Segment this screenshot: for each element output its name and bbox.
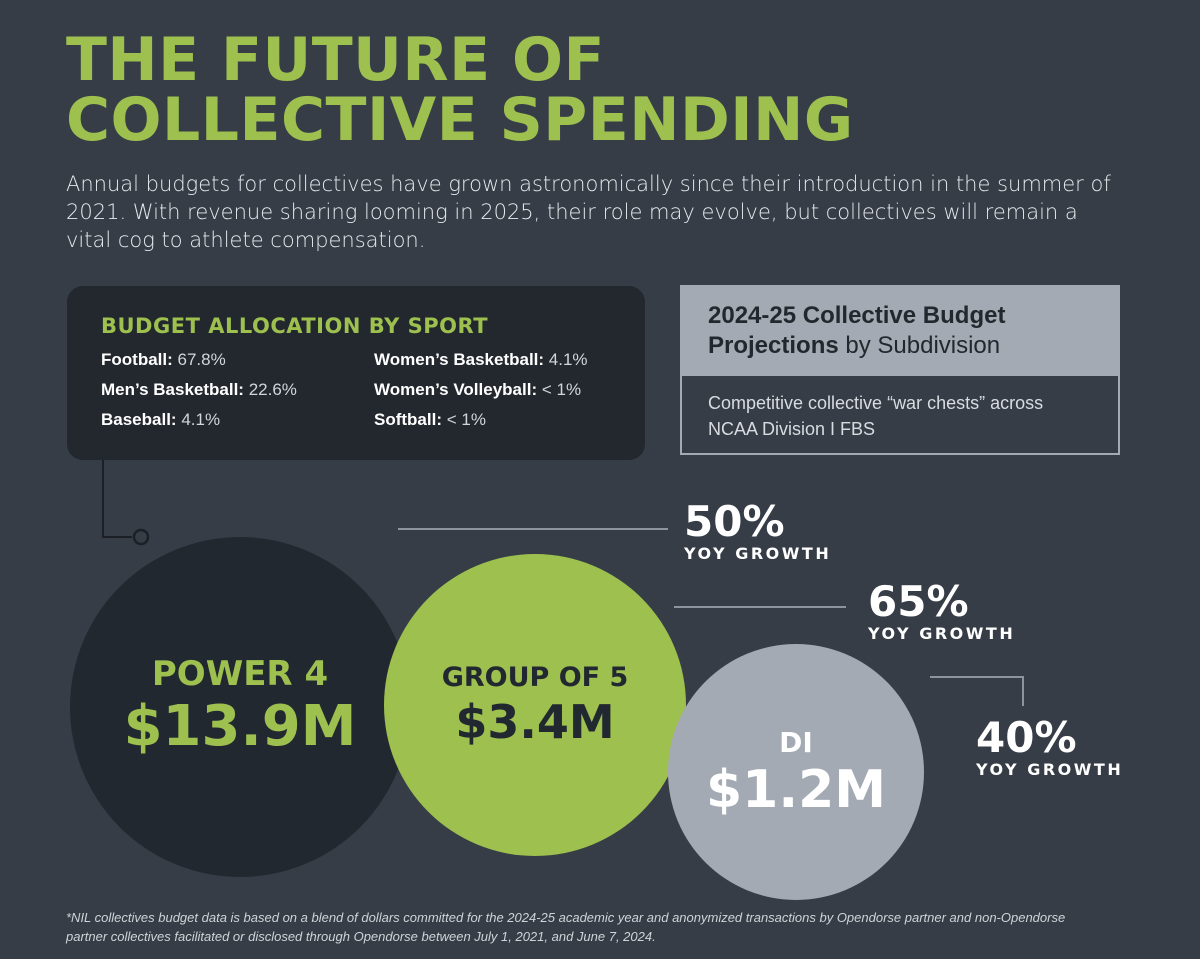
projections-title-line-1: 2024-25 Collective Budget (708, 302, 1006, 329)
allocation-value: 22.6% (248, 380, 297, 399)
allocation-item-baseball: Baseball: 4.1% (101, 408, 374, 432)
allocation-value: < 1% (541, 380, 582, 399)
budget-allocation-panel: BUDGET ALLOCATION BY SPORT Football: 67.… (67, 286, 645, 460)
allocation-item-softball: Softball: < 1% (374, 408, 641, 432)
group5-circle: GROUP OF 5 $3.4M (384, 554, 686, 856)
projections-panel: 2024-25 Collective Budget Projections by… (680, 285, 1120, 455)
projections-description-line-2: NCAA Division I FBS (708, 419, 876, 439)
projections-description: Competitive collective “war chests” acro… (682, 376, 1118, 442)
connector-dot (132, 528, 150, 546)
footnote-line-2: partner collectives facilitated or discl… (66, 929, 656, 944)
di-name: DI (779, 726, 813, 759)
di-growth-percent: 40% (976, 713, 1077, 762)
di-growth-label: YOY GROWTH (976, 760, 1124, 779)
allocation-value: < 1% (446, 410, 486, 429)
allocation-item-football: Football: 67.8% (101, 348, 374, 372)
allocation-value: 4.1% (181, 410, 221, 429)
power4-growth: 50% YOY GROWTH (684, 500, 831, 564)
di-amount: $1.2M (705, 760, 887, 820)
allocation-label: Women’s Basketball: (374, 350, 545, 369)
allocation-connector-line (102, 460, 132, 538)
allocation-value: 67.8% (177, 350, 226, 369)
intro-paragraph: Annual budgets for collectives have grow… (66, 172, 1111, 252)
page-title: THE FUTURE OF COLLECTIVE SPENDING (66, 30, 854, 150)
power4-amount: $13.9M (123, 694, 357, 759)
power4-circle: POWER 4 $13.9M (70, 537, 410, 877)
group5-growth-label: YOY GROWTH (868, 624, 1016, 643)
power4-growth-percent: 50% (684, 497, 785, 546)
allocation-item-womens-basketball: Women’s Basketball: 4.1% (374, 348, 641, 372)
power4-growth-label: YOY GROWTH (684, 544, 832, 563)
footnote: *NIL collectives budget data is based on… (66, 908, 1166, 946)
projections-title-rest: by Subdivision (838, 332, 1001, 359)
di-circle: DI $1.2M (668, 644, 924, 900)
allocation-item-mens-basketball: Men’s Basketball: 22.6% (101, 378, 374, 402)
group5-name: GROUP OF 5 (441, 662, 629, 693)
allocation-item-womens-volleyball: Women’s Volleyball: < 1% (374, 378, 641, 402)
di-growth-line (930, 676, 1024, 706)
allocation-label: Men’s Basketball: (101, 380, 244, 399)
group5-amount: $3.4M (455, 695, 615, 749)
projections-description-line-1: Competitive collective “war chests” acro… (708, 393, 1044, 413)
title-line-1: THE FUTURE OF (66, 25, 605, 95)
projections-heading: 2024-25 Collective Budget Projections by… (682, 287, 1118, 376)
budget-allocation-list: Football: 67.8% Women’s Basketball: 4.1%… (101, 348, 641, 432)
title-line-2: COLLECTIVE SPENDING (66, 85, 854, 155)
group5-growth: 65% YOY GROWTH (868, 580, 1015, 644)
power4-name: POWER 4 (151, 654, 329, 694)
allocation-label: Women’s Volleyball: (374, 380, 538, 399)
group5-growth-percent: 65% (868, 577, 969, 626)
allocation-label: Football: (101, 350, 173, 369)
budget-allocation-heading: BUDGET ALLOCATION BY SPORT (101, 314, 489, 338)
di-growth: 40% YOY GROWTH (976, 716, 1123, 780)
allocation-label: Baseball: (101, 410, 177, 429)
allocation-value: 4.1% (548, 350, 588, 369)
allocation-label: Softball: (374, 410, 442, 429)
footnote-line-1: *NIL collectives budget data is based on… (66, 910, 1066, 925)
projections-title-bold: Projections (708, 332, 839, 359)
